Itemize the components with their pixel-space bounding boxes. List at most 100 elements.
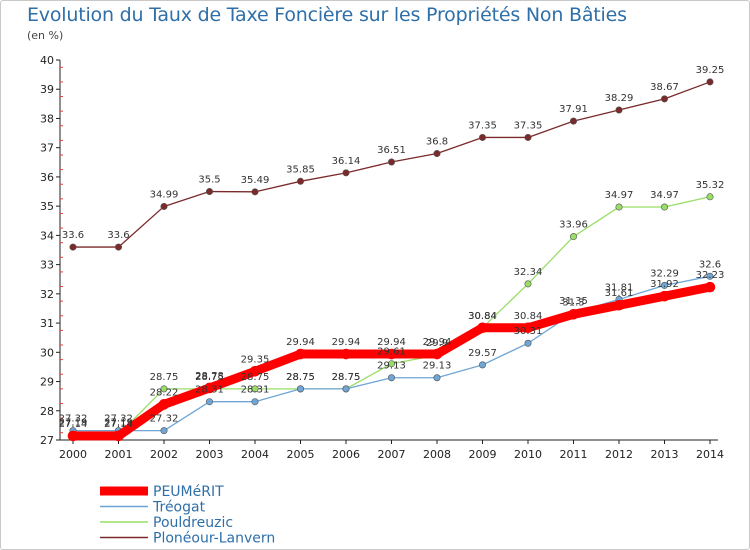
x-tick-label: 2009 bbox=[469, 448, 497, 461]
data-label: 30.84 bbox=[468, 311, 497, 322]
data-point bbox=[615, 106, 623, 114]
data-label: 27.32 bbox=[104, 414, 133, 425]
data-point bbox=[431, 348, 443, 360]
data-label: 28.75 bbox=[150, 372, 179, 383]
data-point bbox=[296, 177, 304, 185]
data-point bbox=[615, 203, 623, 211]
data-label: 33.96 bbox=[559, 220, 588, 231]
series-lines bbox=[67, 78, 716, 442]
data-point bbox=[524, 133, 532, 141]
data-point bbox=[67, 430, 79, 442]
data-label: 33.6 bbox=[62, 230, 84, 241]
y-tick-label: 37 bbox=[40, 142, 54, 155]
data-label: 32.23 bbox=[696, 270, 725, 281]
data-label: 30.84 bbox=[514, 311, 543, 322]
y-tick-label: 29 bbox=[40, 376, 54, 389]
data-point bbox=[387, 374, 395, 382]
data-label: 37.91 bbox=[559, 104, 588, 115]
data-label: 29.94 bbox=[423, 337, 452, 348]
data-point bbox=[568, 309, 579, 320]
y-tick-label: 34 bbox=[40, 229, 54, 242]
legend-label: Plonéour-Lanvern bbox=[153, 531, 275, 547]
data-label: 31.81 bbox=[605, 282, 634, 293]
data-label: 31.35 bbox=[559, 296, 588, 307]
y-tick-label: 35 bbox=[40, 200, 54, 213]
legend-label: Tréogat bbox=[152, 500, 206, 516]
y-tick-label: 38 bbox=[40, 112, 54, 125]
data-label: 33.6 bbox=[107, 230, 129, 241]
y-tick-label: 28 bbox=[40, 405, 54, 418]
data-label: 27.14 bbox=[104, 419, 133, 430]
data-label: 31.3 bbox=[562, 297, 584, 308]
x-tick-label: 2008 bbox=[423, 448, 451, 461]
data-label: 36.51 bbox=[377, 145, 406, 156]
data-label: 27.32 bbox=[59, 414, 88, 425]
data-point bbox=[206, 188, 214, 196]
y-tick-label: 36 bbox=[40, 171, 54, 184]
data-point bbox=[295, 348, 306, 360]
legend-label: Pouldreuzic bbox=[153, 515, 233, 531]
data-point bbox=[660, 281, 668, 289]
x-tick-label: 2010 bbox=[514, 448, 542, 461]
data-label: 38.67 bbox=[650, 82, 679, 93]
data-point bbox=[613, 299, 625, 311]
data-label: 29.94 bbox=[377, 337, 406, 348]
data-point bbox=[342, 385, 350, 393]
legend-label: PEUMéRIT bbox=[153, 484, 224, 500]
axes: 27 28 29 30 31 32 33 34 35 36 37 38 39 40 2000 2001 2002… bbox=[40, 54, 724, 461]
data-label: 34.97 bbox=[605, 190, 634, 201]
data-point bbox=[160, 385, 168, 393]
data-label: 29.94 bbox=[332, 337, 361, 348]
data-label: 28.75 bbox=[241, 372, 270, 383]
data-point bbox=[251, 188, 259, 196]
data-point bbox=[340, 348, 352, 360]
data-label: 29.35 bbox=[241, 354, 270, 365]
data-point bbox=[342, 169, 350, 177]
x-tick-label: 2005 bbox=[287, 448, 315, 461]
data-label: 31.61 bbox=[605, 288, 634, 299]
data-point bbox=[69, 243, 77, 251]
data-label: 35.49 bbox=[241, 175, 270, 186]
x-tick-label: 2012 bbox=[605, 448, 633, 461]
data-label: 30.84 bbox=[468, 311, 497, 322]
data-point bbox=[522, 322, 534, 334]
data-point bbox=[706, 193, 714, 201]
x-tick-label: 2014 bbox=[696, 448, 724, 461]
data-point bbox=[296, 385, 304, 393]
data-point bbox=[569, 117, 577, 125]
data-label: 27.19 bbox=[59, 417, 88, 428]
x-tick-label: 2011 bbox=[560, 448, 588, 461]
data-point bbox=[524, 339, 532, 347]
legend: PEUMéRITTréogatPouldreuzicPlonéour-Lanve… bbox=[100, 484, 275, 547]
data-label: 28.22 bbox=[150, 387, 179, 398]
data-label: 27.14 bbox=[59, 419, 88, 430]
data-point bbox=[660, 95, 668, 103]
data-label: 32.29 bbox=[650, 268, 679, 279]
data-label: 28.75 bbox=[286, 372, 315, 383]
data-point bbox=[160, 427, 168, 435]
y-tick-label: 39 bbox=[40, 83, 54, 96]
data-label: 38.29 bbox=[605, 93, 634, 104]
data-label: 32.6 bbox=[699, 259, 721, 270]
data-point bbox=[115, 243, 123, 251]
data-point bbox=[706, 78, 714, 86]
data-point bbox=[251, 385, 259, 393]
data-point bbox=[160, 202, 168, 210]
data-label: 29.61 bbox=[377, 347, 406, 358]
data-point bbox=[704, 281, 716, 293]
data-point bbox=[478, 133, 486, 141]
data-label: 28.75 bbox=[286, 372, 315, 383]
data-label: 35.32 bbox=[696, 180, 725, 191]
data-label: 30.31 bbox=[514, 326, 543, 337]
x-tick-label: 2000 bbox=[59, 448, 87, 461]
data-point bbox=[158, 399, 170, 410]
data-point bbox=[478, 361, 486, 369]
data-label: 31.92 bbox=[650, 279, 679, 290]
unit-label: (en %) bbox=[27, 29, 64, 42]
data-label: 27.32 bbox=[150, 414, 179, 425]
data-point bbox=[387, 360, 395, 368]
y-tick-label: 32 bbox=[40, 288, 54, 301]
data-label: 37.35 bbox=[468, 120, 497, 131]
